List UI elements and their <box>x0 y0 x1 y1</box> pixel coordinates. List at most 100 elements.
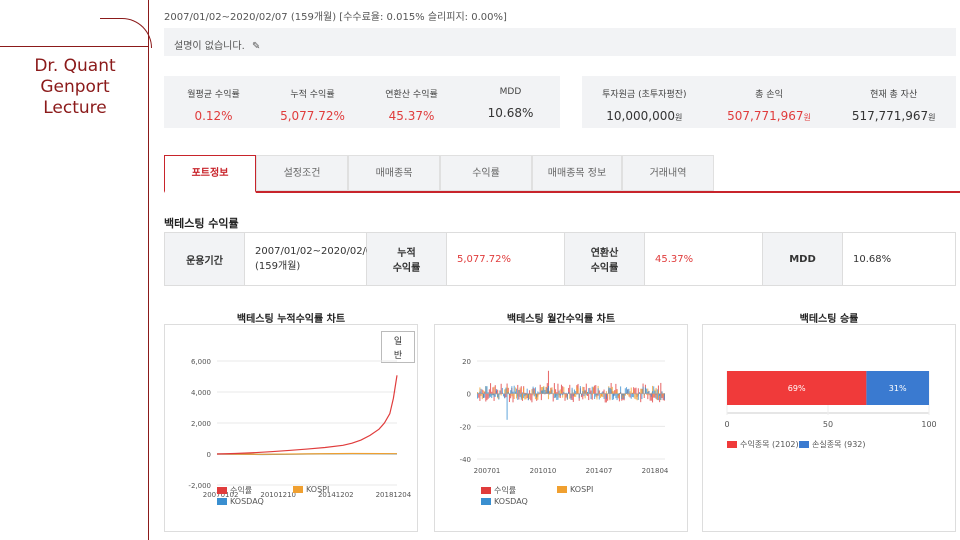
legend-swatch <box>481 498 491 505</box>
legend-item[interactable]: 수익률 <box>481 485 516 496</box>
monthly-bar <box>588 393 590 401</box>
monthly-bar <box>635 387 637 394</box>
monthly-bar <box>583 389 585 394</box>
monthly-bar <box>575 393 577 397</box>
monthly-bar <box>514 391 516 394</box>
y-tick-label: -20 <box>460 423 471 431</box>
x-tick-label: 100 <box>921 420 936 429</box>
monthly-bar <box>504 389 506 394</box>
tab-returns[interactable]: 수익률 <box>440 155 532 191</box>
legend-item[interactable]: 수익률 <box>217 485 252 496</box>
monthly-bar <box>588 393 590 395</box>
monthly-bar <box>598 393 600 400</box>
monthly-bar <box>482 393 484 398</box>
monthly-bar <box>596 393 598 396</box>
monthly-bar <box>659 393 661 396</box>
monthly-bar <box>625 387 628 394</box>
monthly-bar <box>560 391 563 394</box>
monthly-bar <box>505 387 507 394</box>
monthly-bar <box>537 391 539 394</box>
monthly-bar <box>589 392 591 394</box>
monthly-bar <box>565 393 567 398</box>
legend-item[interactable]: KOSPI <box>557 485 593 494</box>
stat-value: 507,771,967원 <box>707 109 832 123</box>
monthly-bar <box>526 393 528 396</box>
win-chart-box: 0 50 100 69% 31% 수익종목 (2102) 손실종목 (932) <box>702 324 956 532</box>
lecture-line-1: Dr. Quant <box>34 56 116 76</box>
legend-item[interactable]: KOSPI <box>293 485 329 494</box>
tab-trade-stocks[interactable]: 매매종목 <box>348 155 440 191</box>
x-tick-label: 20070102 <box>203 491 239 499</box>
legend-label: KOSPI <box>570 485 594 494</box>
pencil-icon[interactable]: ✎ <box>251 41 261 52</box>
monthly-bar <box>602 393 604 398</box>
monthly-bar <box>533 390 535 394</box>
monthly-bar <box>660 393 662 400</box>
legend-item[interactable]: 수익종목 (2102) <box>727 439 799 450</box>
x-tick-label: 20101210 <box>260 491 296 499</box>
cum-chart-legend: 수익률 KOSPI KOSDAQ <box>217 485 397 515</box>
monthly-bar <box>599 393 602 398</box>
stat-annual-return: 연환산 수익률 45.37% <box>362 76 461 128</box>
monthly-bar <box>521 392 523 394</box>
monthly-bar <box>635 393 637 395</box>
monthly-bar <box>523 387 525 394</box>
monthly-bar <box>621 393 623 400</box>
monthly-bar <box>547 370 550 394</box>
y-tick-label: 6,000 <box>191 358 211 366</box>
monthly-bar <box>542 386 544 394</box>
tab-history[interactable]: 거래내역 <box>622 155 714 191</box>
monthly-bar <box>503 393 505 397</box>
monthly-bar <box>507 392 509 394</box>
monthly-bar <box>540 390 542 394</box>
win-segment <box>866 371 929 405</box>
monthly-bar <box>631 393 633 397</box>
stat-label: 누적 수익률 <box>290 90 335 100</box>
monthly-bar <box>663 393 665 400</box>
monthly-bar <box>513 393 515 399</box>
legend-item[interactable]: KOSDAQ <box>217 497 264 506</box>
monthly-bar <box>591 386 593 394</box>
legend-label: KOSDAQ <box>494 497 528 506</box>
ann-label-line-2: 수익률 <box>590 263 619 274</box>
monthly-bar <box>510 393 512 395</box>
monthly-bar <box>637 393 639 400</box>
monthly-bar <box>517 393 519 400</box>
monthly-bar <box>594 385 596 394</box>
monthly-bar <box>488 393 490 398</box>
legend-label: KOSPI <box>306 485 330 494</box>
monthly-bar <box>511 393 513 397</box>
monthly-bar <box>481 393 483 400</box>
y-tick-label: -2,000 <box>188 482 211 490</box>
legend-item[interactable]: KOSDAQ <box>481 497 528 506</box>
segment-label: 31% <box>889 384 907 393</box>
monthly-bar <box>480 393 482 397</box>
monthly-bar <box>653 393 655 397</box>
monthly-bar <box>571 393 573 400</box>
monthly-bar <box>555 393 557 398</box>
chart-mode-button[interactable]: 일 반 <box>381 331 415 363</box>
stat-unit: 원 <box>675 113 683 122</box>
monthly-bar <box>631 392 633 394</box>
tab-portfolio-info[interactable]: 포트정보 <box>164 155 256 193</box>
monthly-bar <box>560 393 563 395</box>
period-range: 2007/01/02~2020/02/07 <box>255 246 379 257</box>
monthly-bar <box>615 393 617 399</box>
monthly-bar <box>566 393 568 400</box>
legend-item[interactable]: 손실종목 (932) <box>799 439 866 450</box>
monthly-bar <box>591 393 593 400</box>
monthly-bar <box>630 393 632 399</box>
stat-label: 투자원금 (초투자평잔) <box>602 90 687 100</box>
tab-stock-info[interactable]: 매매종목 정보 <box>532 155 622 191</box>
tab-settings[interactable]: 설정조건 <box>256 155 348 191</box>
monthly-bar <box>582 393 584 400</box>
monthly-bar <box>601 393 603 397</box>
monthly-bar <box>557 393 559 400</box>
legend-swatch <box>217 487 227 494</box>
monthly-bar <box>563 391 565 394</box>
stats-panel-assets: 투자원금 (초투자평잔) 10,000,000원 총 손익 507,771,96… <box>582 76 956 128</box>
monthly-bar <box>531 389 533 394</box>
monthly-bar <box>523 393 525 399</box>
monthly-bar <box>662 393 664 397</box>
monthly-bar <box>568 392 570 394</box>
